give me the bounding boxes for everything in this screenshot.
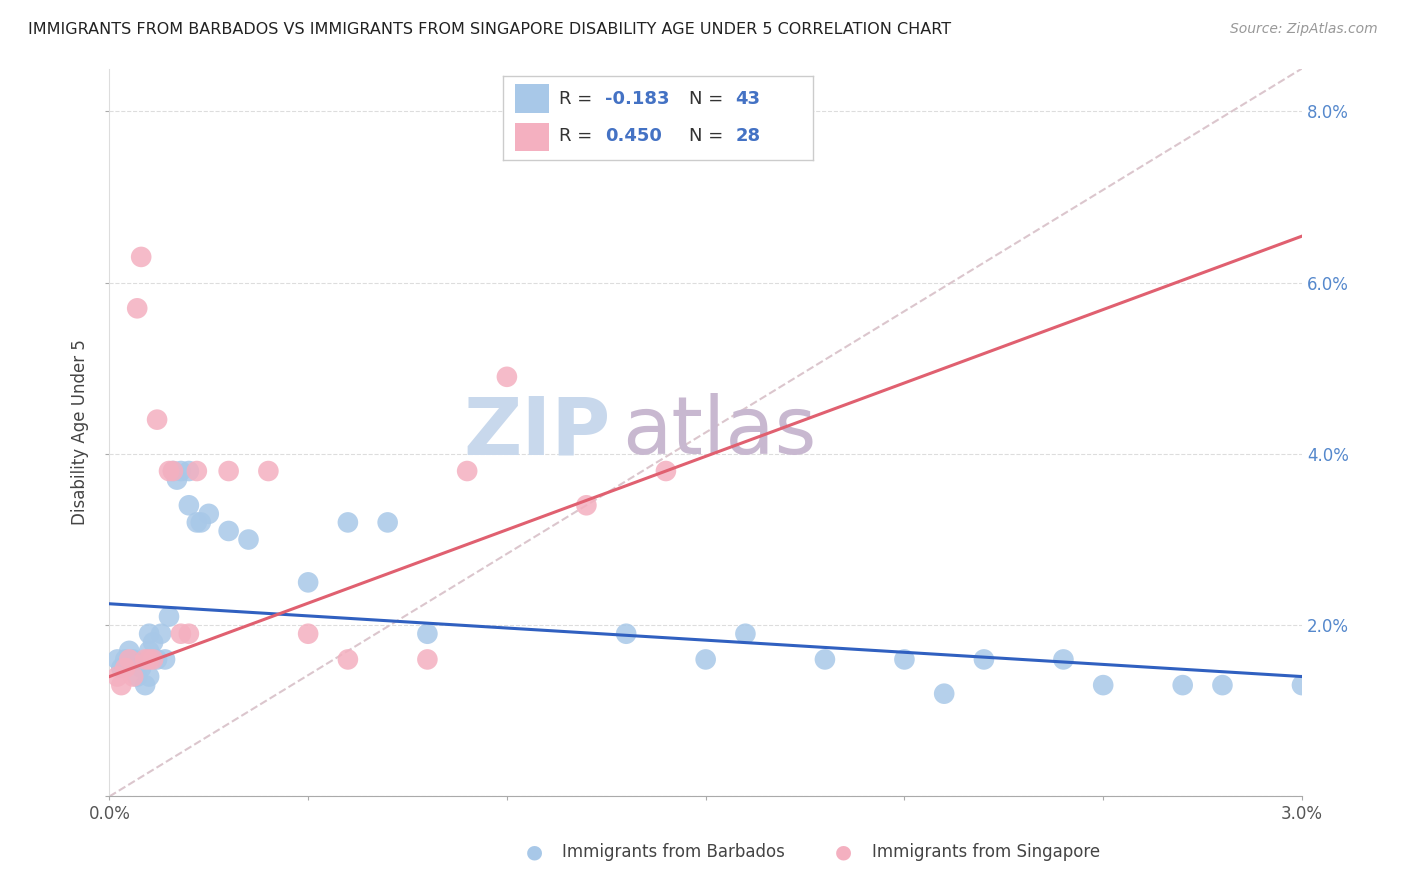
Point (1211, 678, 1233, 692)
Text: ●: ● (835, 842, 852, 862)
Point (170, 464, 193, 478)
Point (127, 669, 149, 683)
Point (336, 652, 359, 666)
Point (138, 626, 160, 640)
Point (186, 464, 208, 478)
Point (114, 661, 136, 675)
Point (1092, 678, 1115, 692)
Text: Immigrants from Barbados: Immigrants from Barbados (562, 843, 786, 861)
Point (1171, 678, 1194, 692)
Point (150, 626, 173, 640)
Point (695, 652, 717, 666)
Point (122, 669, 145, 683)
Text: ●: ● (526, 842, 543, 862)
Point (134, 652, 156, 666)
Point (416, 652, 439, 666)
Text: IMMIGRANTS FROM BARBADOS VS IMMIGRANTS FROM SINGAPORE DISABILITY AGE UNDER 5 COR: IMMIGRANTS FROM BARBADOS VS IMMIGRANTS F… (28, 22, 952, 37)
Y-axis label: Disability Age Under 5: Disability Age Under 5 (72, 340, 89, 525)
Point (127, 301, 149, 316)
Point (129, 250, 152, 264)
Point (1291, 678, 1313, 692)
Point (177, 464, 200, 478)
Point (218, 464, 240, 478)
Point (134, 678, 156, 692)
Point (162, 464, 184, 478)
Point (138, 644, 160, 658)
Point (110, 661, 132, 675)
Point (575, 498, 598, 512)
Point (118, 644, 141, 658)
Text: atlas: atlas (623, 393, 817, 472)
Point (105, 669, 128, 683)
Point (142, 635, 165, 649)
Point (122, 652, 145, 666)
Point (814, 652, 837, 666)
Point (496, 369, 519, 384)
Point (1052, 652, 1074, 666)
Point (186, 516, 208, 530)
Point (297, 575, 319, 590)
Point (153, 652, 176, 666)
Point (416, 626, 439, 640)
Point (162, 464, 184, 478)
Point (170, 626, 193, 640)
Point (166, 473, 188, 487)
Point (146, 652, 169, 666)
Point (157, 464, 180, 478)
Point (114, 652, 136, 666)
Point (138, 652, 160, 666)
Text: Immigrants from Singapore: Immigrants from Singapore (872, 843, 1099, 861)
Point (336, 516, 359, 530)
Point (257, 464, 280, 478)
Point (197, 507, 219, 521)
Point (614, 626, 637, 640)
Point (129, 661, 152, 675)
Point (934, 687, 956, 701)
Point (218, 524, 240, 538)
Text: ZIP: ZIP (463, 393, 610, 472)
Point (157, 609, 180, 624)
Text: Source: ZipAtlas.com: Source: ZipAtlas.com (1230, 22, 1378, 37)
Point (105, 652, 128, 666)
Point (297, 626, 319, 640)
Point (146, 412, 169, 426)
Point (118, 652, 141, 666)
Point (238, 533, 260, 547)
Point (655, 464, 678, 478)
Point (138, 669, 160, 683)
Point (110, 678, 132, 692)
Point (734, 626, 756, 640)
Point (177, 626, 200, 640)
Point (377, 516, 399, 530)
Point (177, 498, 200, 512)
Point (142, 652, 165, 666)
Point (973, 652, 995, 666)
Point (456, 464, 478, 478)
Point (893, 652, 915, 666)
Point (190, 516, 212, 530)
